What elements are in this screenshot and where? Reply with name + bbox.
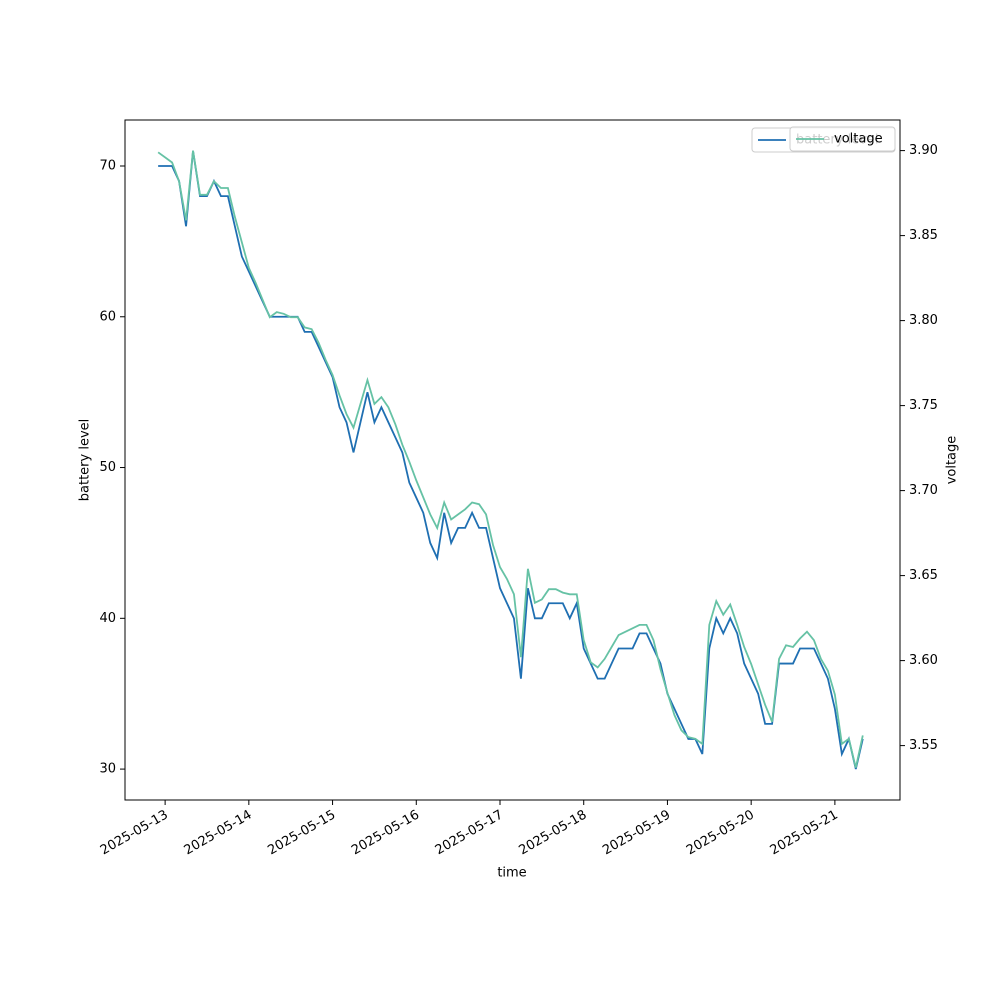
y2-tick-label: 3.70 — [909, 483, 938, 498]
series-line — [158, 150, 864, 770]
y2-axis-label: voltage — [945, 436, 960, 485]
x-tick-label: 2025-05-21 — [768, 808, 841, 859]
y-tick-label: 40 — [99, 611, 116, 626]
x-tick-label: 2025-05-17 — [433, 808, 506, 859]
y2-tick-label: 3.65 — [909, 568, 938, 583]
legend-box — [789, 126, 896, 152]
x-tick-label: 2025-05-13 — [98, 808, 171, 859]
x-axis-label: time — [497, 866, 526, 881]
x-tick-label: 2025-05-15 — [265, 808, 338, 859]
y2-tick-label: 3.80 — [909, 313, 938, 328]
y-tick-label: 60 — [99, 309, 116, 324]
plot-frame — [124, 119, 901, 801]
y2-tick-label: 3.85 — [909, 228, 938, 243]
y-axis-label: battery level — [78, 419, 93, 502]
legend-label: voltage — [834, 132, 883, 147]
x-tick-label: 2025-05-14 — [182, 808, 255, 859]
y-tick-label: 70 — [99, 158, 116, 173]
series-line — [157, 150, 864, 768]
y2-tick-label: 3.75 — [909, 398, 938, 413]
y2-tick-label: 3.60 — [909, 653, 938, 668]
y-tick-label: 50 — [99, 460, 116, 475]
y-tick-label: 30 — [99, 762, 116, 777]
y2-tick-label: 3.90 — [909, 143, 938, 158]
x-tick-label: 2025-05-20 — [684, 808, 757, 859]
x-tick-label: 2025-05-16 — [349, 808, 422, 859]
y2-tick-label: 3.55 — [909, 738, 938, 753]
x-tick-label: 2025-05-18 — [517, 808, 590, 859]
x-tick-label: 2025-05-19 — [600, 808, 673, 859]
